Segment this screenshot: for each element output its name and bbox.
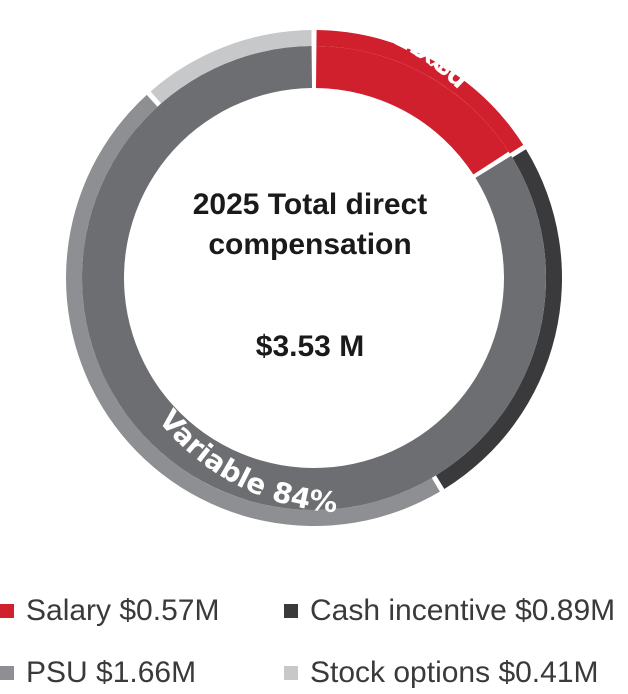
chart-title-line1: 2025 Total direct [192, 188, 428, 221]
inner-segment-fixed [315, 46, 509, 175]
outer-segment-stock-options [150, 30, 312, 104]
total-compensation-value: $3.53 M [255, 330, 365, 363]
legend-label: Stock options $0.41M [310, 656, 599, 689]
outer-segment-salary [316, 30, 524, 154]
legend-swatch-cash-incentive [284, 604, 298, 618]
legend-item-cash-incentive: Cash incentive $0.89M [284, 594, 615, 628]
legend-label: PSU $1.66M [26, 656, 197, 689]
legend-item-psu: PSU $1.66M [0, 656, 196, 690]
inner-ring [81, 46, 546, 511]
legend-label: Cash incentive $0.89M [310, 594, 616, 627]
legend-item-stock-options: Stock options $0.41M [284, 656, 599, 690]
outer-segment-cash-incentive [435, 149, 562, 489]
chart-title-line2: compensation [208, 228, 412, 261]
outer-ring [65, 30, 562, 527]
legend-swatch-stock-options [284, 666, 298, 680]
legend-item-salary: Salary $0.57M [0, 594, 219, 628]
legend-swatch-psu [0, 666, 14, 680]
legend-label: Salary $0.57M [26, 594, 220, 627]
legend-swatch-salary [0, 604, 14, 618]
